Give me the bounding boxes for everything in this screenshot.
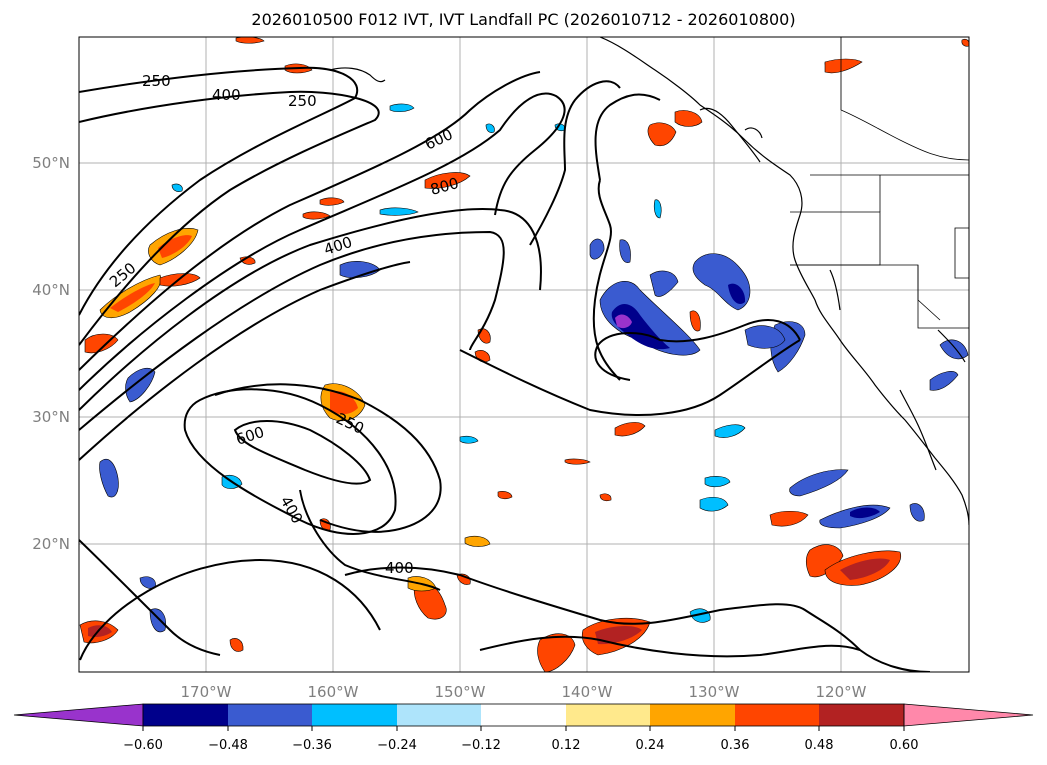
lat-label: 30°N bbox=[32, 408, 70, 426]
positive-pc-patches bbox=[79, 37, 969, 672]
map-frame bbox=[78, 36, 970, 673]
colorbar-bin bbox=[397, 704, 481, 726]
colorbar-bin bbox=[566, 704, 650, 726]
coastlines bbox=[329, 37, 969, 526]
colorbar-bin bbox=[228, 704, 312, 726]
contour-label: 250 bbox=[288, 92, 317, 110]
colorbar-tick-label: 0.36 bbox=[721, 738, 750, 753]
lon-label: 150°W bbox=[435, 683, 486, 701]
latitude-labels: 50°N 40°N 30°N 20°N bbox=[32, 154, 70, 553]
contour-label: 400 bbox=[385, 559, 414, 577]
colorbar-bin bbox=[650, 704, 735, 726]
lon-label: 170°W bbox=[181, 683, 232, 701]
colorbar-tick-label: −0.36 bbox=[292, 738, 332, 753]
colorbar-tick-label: 0.48 bbox=[805, 738, 834, 753]
lat-label: 40°N bbox=[32, 281, 70, 299]
colorbar-tick-label: −0.12 bbox=[461, 738, 501, 753]
borders bbox=[790, 37, 969, 329]
colorbar-tick-label: −0.60 bbox=[123, 738, 163, 753]
lon-label: 140°W bbox=[562, 683, 613, 701]
colorbar-bin bbox=[735, 704, 819, 726]
lat-label: 50°N bbox=[32, 154, 70, 172]
gridlines bbox=[79, 37, 969, 672]
contour-label: 400 bbox=[212, 86, 241, 104]
colorbar-tick-label: −0.24 bbox=[377, 738, 417, 753]
contour-label: 250 bbox=[142, 72, 171, 90]
colorbar-bin bbox=[819, 704, 904, 726]
colorbar-extend-high bbox=[903, 703, 1034, 727]
ivt-contours bbox=[79, 66, 931, 672]
colorbar-bin bbox=[143, 704, 228, 726]
lat-label: 20°N bbox=[32, 535, 70, 553]
longitude-labels: 170°W 160°W 150°W 140°W 130°W 120°W bbox=[181, 683, 867, 701]
colorbar-tick-label: −0.48 bbox=[208, 738, 248, 753]
colorbar-bin bbox=[481, 704, 566, 726]
lon-label: 120°W bbox=[816, 683, 867, 701]
lon-label: 160°W bbox=[308, 683, 359, 701]
colorbar-tick-label: 0.24 bbox=[636, 738, 665, 753]
colorbar-extend-low bbox=[13, 703, 144, 727]
colorbar-tick-label: 0.12 bbox=[552, 738, 581, 753]
colorbar-bin bbox=[312, 704, 397, 726]
colorbar-tick-label: 0.60 bbox=[890, 738, 919, 753]
map-title: 2026010500 F012 IVT, IVT Landfall PC (20… bbox=[251, 10, 796, 29]
colorbar: −0.60 −0.48 −0.36 −0.24 −0.12 0.12 0.24 … bbox=[13, 703, 1034, 753]
lon-label: 130°W bbox=[689, 683, 740, 701]
